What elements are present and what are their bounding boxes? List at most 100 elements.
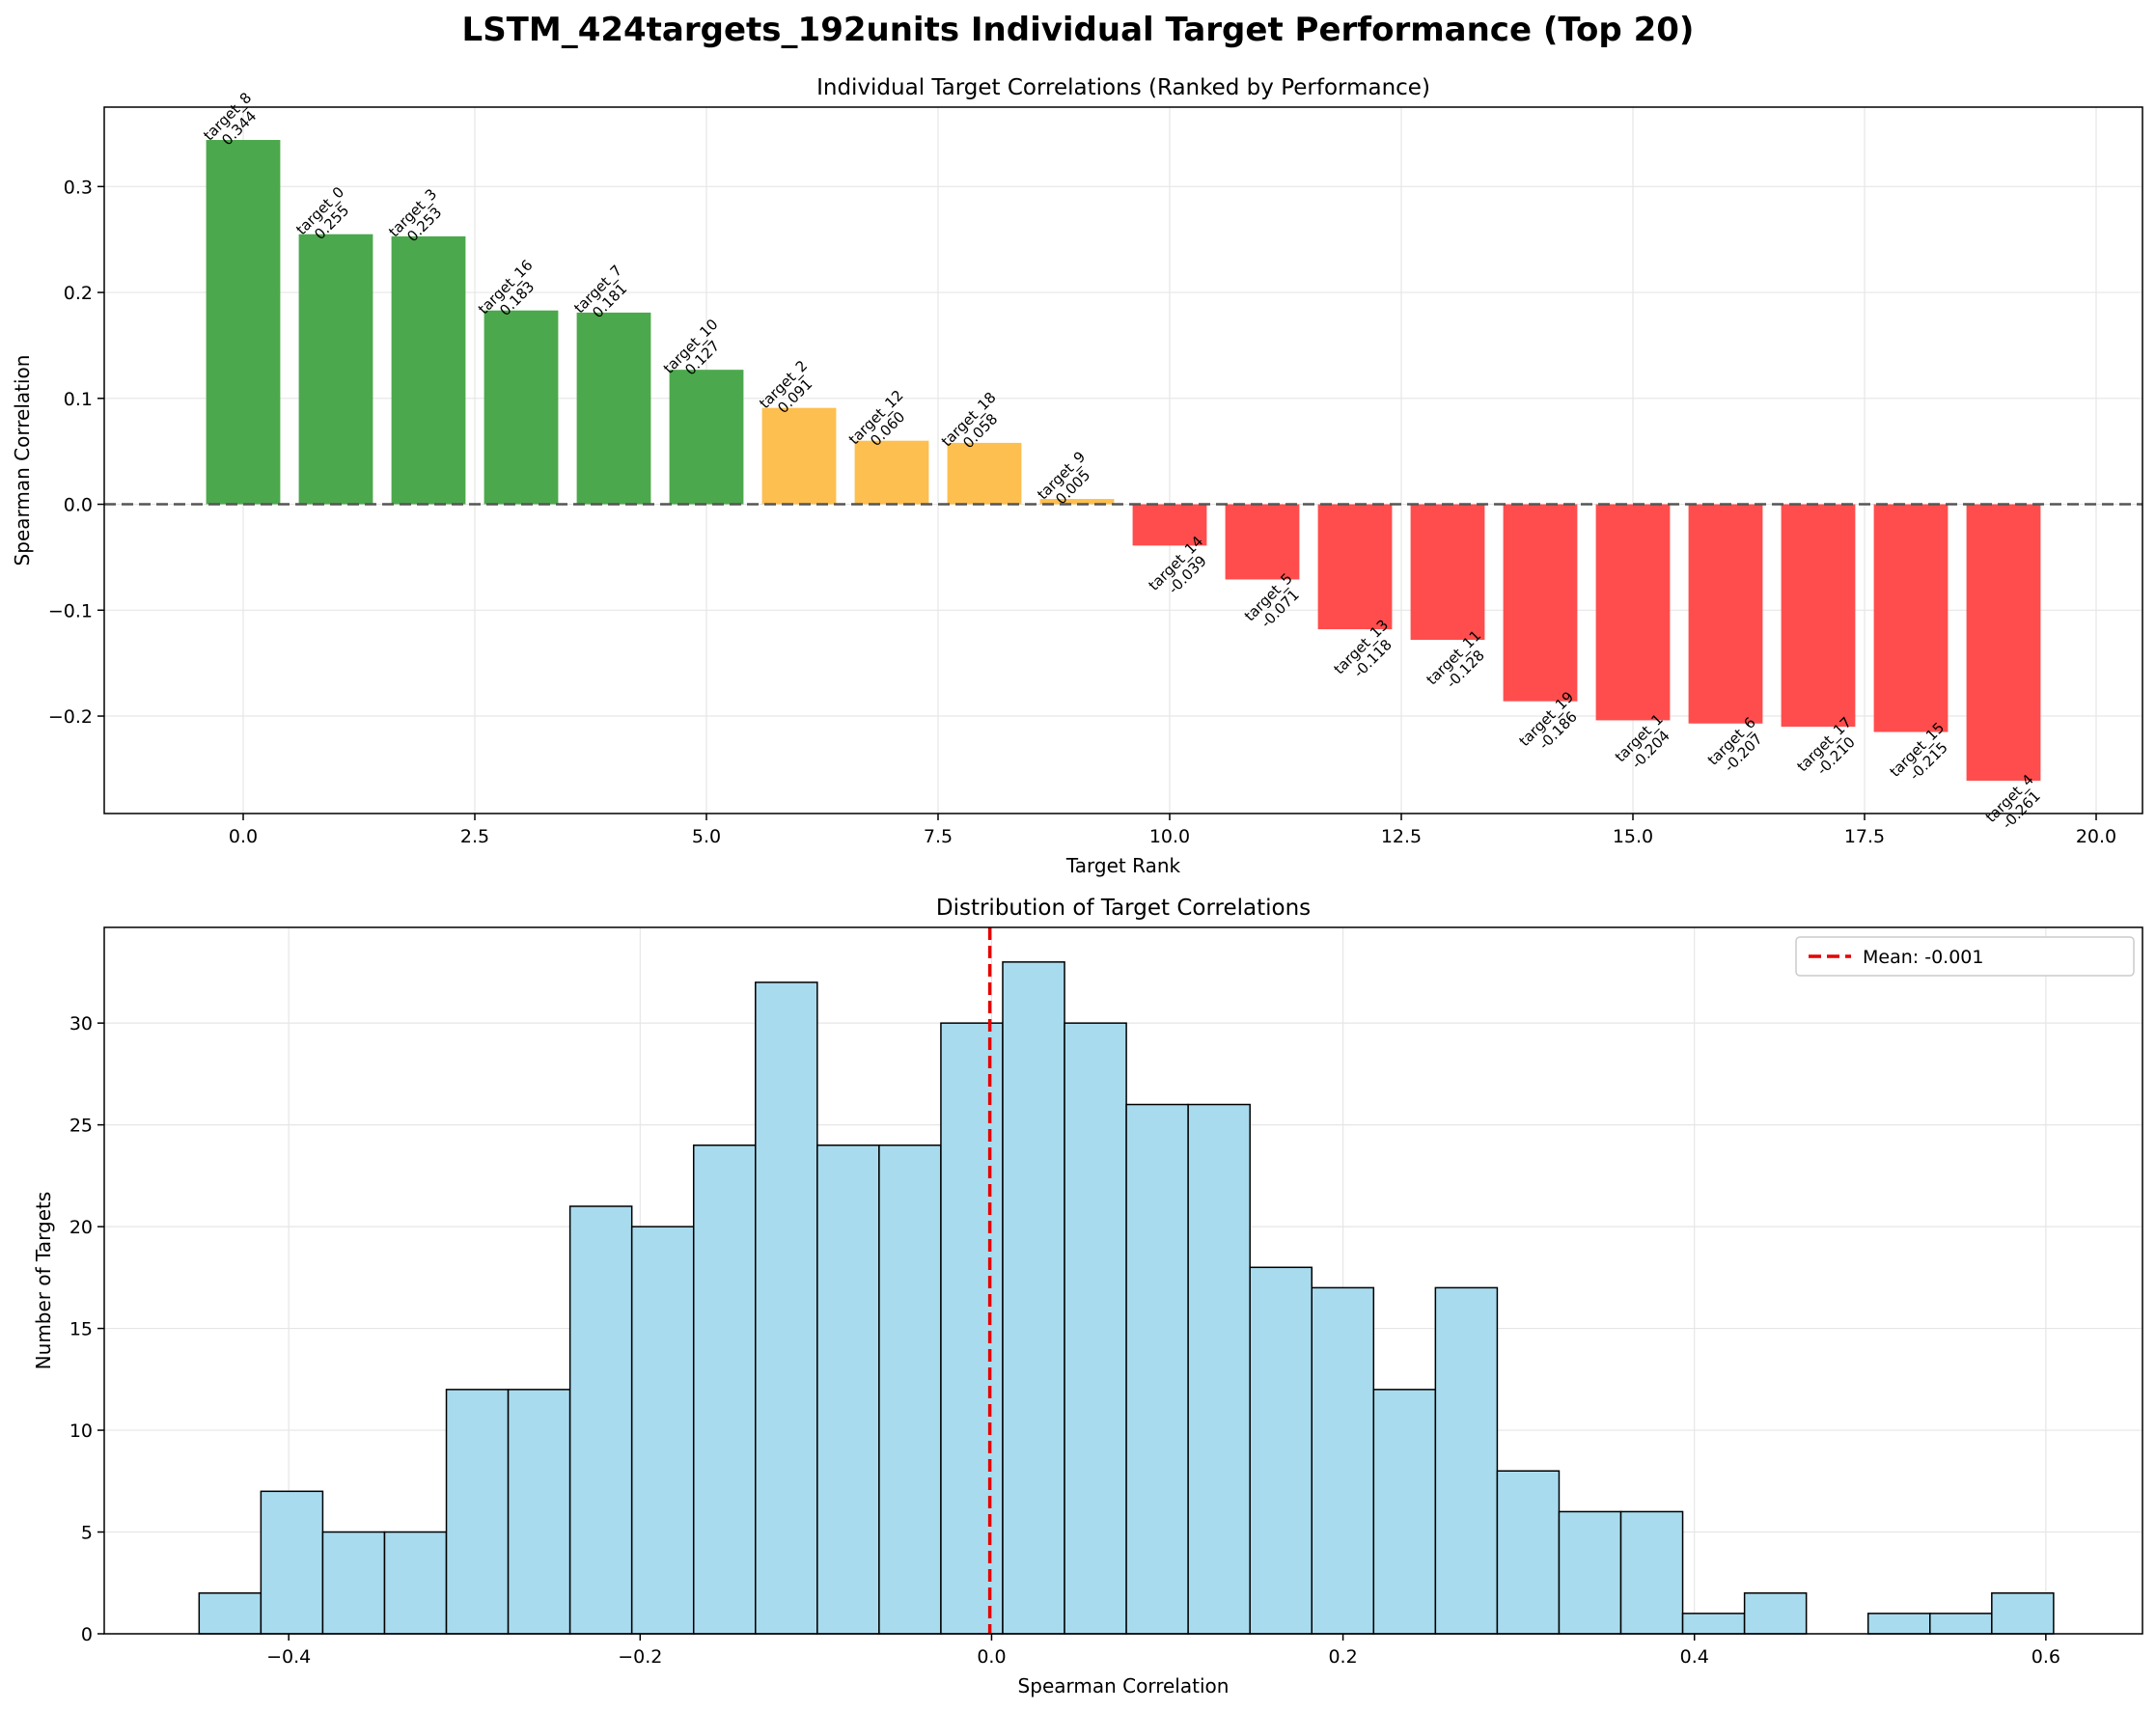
bar-target_12 <box>854 440 929 505</box>
y-tick-label: 0.0 <box>64 495 93 516</box>
histogram-bin <box>940 1022 1004 1635</box>
bar-target_10 <box>669 370 744 505</box>
y-tick-label: 0.1 <box>64 389 93 410</box>
y-tick-label: −0.2 <box>48 706 93 728</box>
bar-target_14 <box>1132 504 1207 546</box>
bar-target_11 <box>1410 504 1485 641</box>
x-tick-label: 2.5 <box>460 826 489 847</box>
histogram-bin <box>321 1531 386 1635</box>
x-tick-label: 0.6 <box>2032 1646 2060 1668</box>
bar-chart: Individual Target Correlations (Ranked b… <box>11 75 2143 877</box>
histogram-bin <box>1619 1510 1684 1635</box>
y-tick-label: 30 <box>69 1013 93 1035</box>
x-tick-label: 7.5 <box>924 826 953 847</box>
histogram-bin <box>198 1592 263 1635</box>
y-tick-label: 0.3 <box>64 177 93 198</box>
histogram-bin <box>1866 1613 1931 1635</box>
x-tick-label: 20.0 <box>2076 826 2116 847</box>
histogram-bin <box>692 1144 757 1635</box>
bar-target_5 <box>1225 504 1300 580</box>
histogram-bin <box>1125 1103 1189 1635</box>
histogram-bin <box>568 1205 633 1635</box>
histogram-x-ticks: −0.4 −0.2 0.0 0.2 0.4 0.6 <box>266 1634 2060 1668</box>
histogram-bin <box>1681 1613 1746 1635</box>
histogram-bin <box>1743 1592 1808 1635</box>
histogram-bin <box>260 1490 324 1635</box>
bar-target_19 <box>1503 504 1578 702</box>
bar-target_15 <box>1873 504 1949 732</box>
bar-label-text: target_4-0.261 <box>1982 771 2049 838</box>
y-tick-label: 0.2 <box>64 283 93 304</box>
bar-target_16 <box>484 310 559 505</box>
bar-target_18 <box>947 442 1022 505</box>
figure-suptitle: LSTM_424targets_192units Individual Targ… <box>462 11 1695 49</box>
histogram-title: Distribution of Target Correlations <box>936 896 1311 921</box>
histogram-bin <box>507 1389 571 1635</box>
y-tick-label: 10 <box>69 1421 93 1442</box>
bar-target_7 <box>576 312 651 505</box>
histogram-bin <box>1434 1286 1499 1635</box>
histogram-y-ticks: 0 5 10 15 20 25 30 <box>69 1013 104 1645</box>
bar-chart-y-ticks: −0.2 −0.1 0.0 0.1 0.2 0.3 <box>48 177 104 728</box>
bar-target_3 <box>391 235 466 505</box>
histogram-bin <box>1002 961 1065 1635</box>
bar-target_1 <box>1595 504 1671 721</box>
legend-label: Mean: -0.001 <box>1863 947 1983 968</box>
histogram-bin <box>1187 1103 1251 1635</box>
y-tick-label: 0 <box>81 1624 93 1645</box>
x-tick-label: −0.2 <box>618 1646 662 1668</box>
bar-target_0 <box>298 234 373 505</box>
histogram-ylabel: Number of Targets <box>32 1192 55 1370</box>
x-tick-label: 15.0 <box>1613 826 1653 847</box>
bar-label-target_4: target_4-0.261 <box>1982 771 2049 838</box>
bar-chart-xlabel: Target Rank <box>1065 854 1181 877</box>
bar-label-target_1: target_1-0.204 <box>1612 710 1673 772</box>
y-tick-label: 20 <box>69 1217 93 1238</box>
bar-chart-title: Individual Target Correlations (Ranked b… <box>816 75 1430 100</box>
histogram-bin <box>816 1144 880 1635</box>
bar-chart-x-ticks: 0.0 2.5 5.0 7.5 10.0 12.5 15.0 17.5 20.0 <box>229 814 2116 847</box>
histogram-bins <box>198 961 2055 1635</box>
y-tick-label: 5 <box>81 1523 93 1544</box>
bar-target_6 <box>1688 504 1763 724</box>
legend-box <box>1795 936 2135 977</box>
histogram-chart: Distribution of Target Correlations −0.4… <box>32 896 2143 1697</box>
bar-target_9 <box>1039 499 1115 505</box>
x-tick-label: 0.4 <box>1680 1646 1709 1668</box>
x-tick-label: 0.0 <box>977 1646 1006 1668</box>
x-tick-label: 0.0 <box>229 826 258 847</box>
histogram-bin <box>1496 1470 1561 1635</box>
y-tick-label: 25 <box>69 1116 93 1137</box>
bar-target_2 <box>761 407 837 505</box>
bar-target_17 <box>1781 504 1856 728</box>
histogram-frame <box>103 926 2143 1635</box>
x-tick-label: 10.0 <box>1149 826 1190 847</box>
histogram-bin <box>1991 1592 2055 1635</box>
histogram-bin <box>383 1531 448 1635</box>
histogram-bin <box>1558 1510 1622 1635</box>
bar-chart-ylabel: Spearman Correlation <box>11 355 34 566</box>
y-tick-label: 15 <box>69 1319 93 1340</box>
x-tick-label: 5.0 <box>692 826 721 847</box>
bar-label-target_6: target_6-0.207 <box>1704 714 1771 781</box>
histogram-xlabel: Spearman Correlation <box>1018 1674 1230 1697</box>
histogram-bin <box>1064 1022 1127 1635</box>
bar-target_4 <box>1966 504 2041 781</box>
x-tick-label: 17.5 <box>1844 826 1885 847</box>
bar-label-text: target_6-0.207 <box>1704 714 1771 781</box>
bar-chart-bars <box>206 140 2041 781</box>
x-tick-label: −0.4 <box>266 1646 311 1668</box>
y-tick-label: −0.1 <box>48 600 93 621</box>
bar-target_8 <box>206 140 281 505</box>
histogram-bin <box>1372 1389 1437 1635</box>
histogram-bin <box>445 1389 510 1635</box>
histogram-bin <box>755 981 818 1635</box>
histogram-bin <box>630 1226 695 1635</box>
histogram-bin <box>878 1144 942 1635</box>
histogram-legend: Mean: -0.001 <box>1795 936 2135 977</box>
histogram-bin <box>1311 1286 1375 1635</box>
bar-label-target_5: target_5-0.071 <box>1241 569 1303 631</box>
histogram-bin <box>1929 1613 1993 1635</box>
